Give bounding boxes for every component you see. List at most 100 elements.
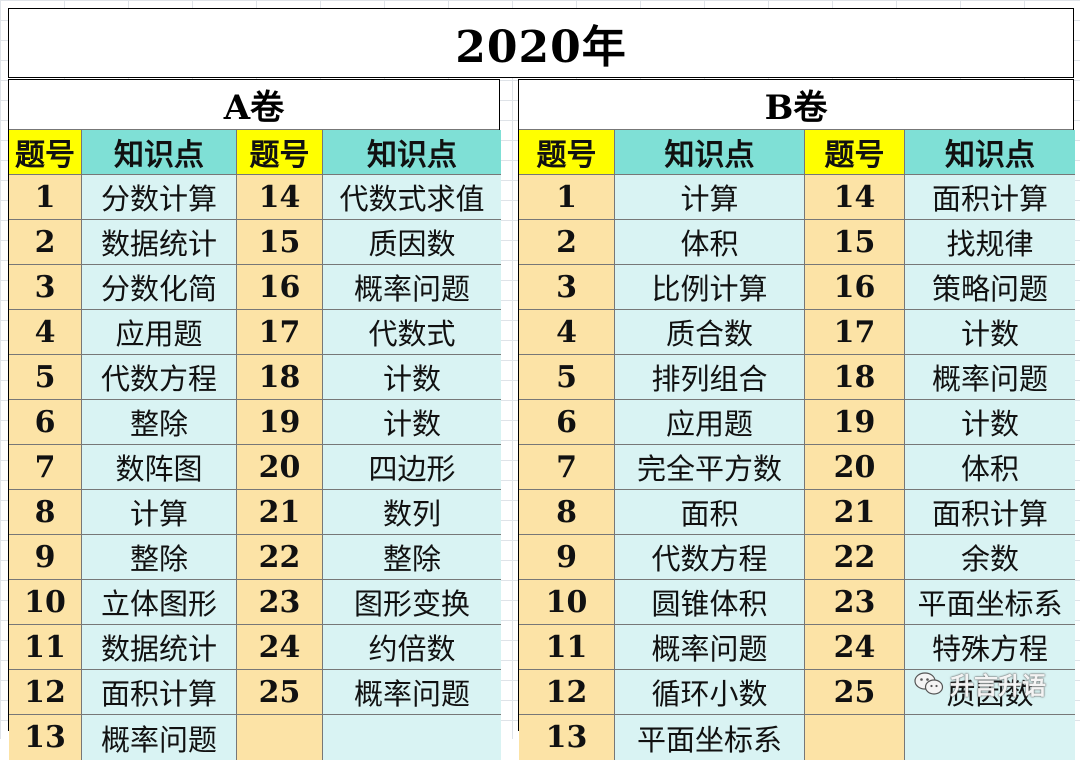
knowledge-point: 代数式求值	[323, 175, 501, 220]
panel-a: A卷 题号 知识点 题号 知识点 1 分数计算 14 代数式求值 2 数据统计 15 质因数 3 分数化简…	[8, 79, 501, 760]
knowledge-point: 数据统计	[82, 625, 237, 670]
knowledge-point: 立体图形	[82, 580, 237, 625]
knowledge-point: 代数方程	[615, 535, 805, 580]
question-number: 21	[237, 490, 323, 535]
question-number: 24	[237, 625, 323, 670]
watermark: 升言升语	[914, 666, 1046, 701]
header-question-number: 题号	[9, 130, 82, 175]
question-number: 8	[519, 490, 615, 535]
header-knowledge-point: 知识点	[905, 130, 1075, 175]
question-number: 19	[805, 400, 905, 445]
knowledge-point: 概率问题	[905, 355, 1075, 400]
question-number	[237, 715, 323, 760]
question-number: 3	[519, 265, 615, 310]
page-title: 2020年	[8, 8, 1074, 78]
question-number: 1	[9, 175, 82, 220]
question-number: 11	[9, 625, 82, 670]
knowledge-point: 面积计算	[905, 490, 1075, 535]
question-number: 21	[805, 490, 905, 535]
knowledge-point	[905, 715, 1075, 760]
knowledge-point: 质因数	[323, 220, 501, 265]
knowledge-point: 约倍数	[323, 625, 501, 670]
question-number: 16	[237, 265, 323, 310]
question-number: 7	[519, 445, 615, 490]
knowledge-point	[323, 715, 501, 760]
knowledge-point: 计算	[82, 490, 237, 535]
panel-a-title: A卷	[9, 80, 499, 130]
question-number: 6	[9, 400, 82, 445]
knowledge-point: 计数	[323, 355, 501, 400]
header-question-number: 题号	[237, 130, 323, 175]
question-number: 18	[237, 355, 323, 400]
question-number: 4	[9, 310, 82, 355]
knowledge-point: 特殊方程	[905, 625, 1075, 670]
question-number: 12	[9, 670, 82, 715]
knowledge-point: 平面坐标系	[615, 715, 805, 760]
knowledge-point: 策略问题	[905, 265, 1075, 310]
knowledge-point: 排列组合	[615, 355, 805, 400]
question-number: 22	[237, 535, 323, 580]
header-question-number: 题号	[519, 130, 615, 175]
knowledge-point: 应用题	[82, 310, 237, 355]
knowledge-point: 数阵图	[82, 445, 237, 490]
knowledge-point: 应用题	[615, 400, 805, 445]
question-number: 9	[519, 535, 615, 580]
question-number: 24	[805, 625, 905, 670]
question-number: 7	[9, 445, 82, 490]
question-number: 1	[519, 175, 615, 220]
knowledge-point: 比例计算	[615, 265, 805, 310]
question-number: 14	[805, 175, 905, 220]
question-number: 25	[805, 670, 905, 715]
knowledge-point: 面积计算	[905, 175, 1075, 220]
question-number: 11	[519, 625, 615, 670]
question-number: 17	[237, 310, 323, 355]
header-knowledge-point: 知识点	[615, 130, 805, 175]
knowledge-point: 代数方程	[82, 355, 237, 400]
knowledge-point: 找规律	[905, 220, 1075, 265]
question-number: 19	[237, 400, 323, 445]
question-number: 15	[237, 220, 323, 265]
question-number: 13	[9, 715, 82, 760]
wechat-icon	[914, 671, 944, 695]
knowledge-point: 平面坐标系	[905, 580, 1075, 625]
question-number: 22	[805, 535, 905, 580]
knowledge-point: 循环小数	[615, 670, 805, 715]
question-number: 8	[9, 490, 82, 535]
knowledge-point: 概率问题	[82, 715, 237, 760]
question-number: 23	[805, 580, 905, 625]
question-number: 12	[519, 670, 615, 715]
question-number: 17	[805, 310, 905, 355]
knowledge-point: 图形变换	[323, 580, 501, 625]
knowledge-point: 质合数	[615, 310, 805, 355]
watermark-text: 升言升语	[950, 672, 1046, 700]
knowledge-point: 余数	[905, 535, 1075, 580]
question-number: 5	[519, 355, 615, 400]
question-number: 6	[519, 400, 615, 445]
question-number: 10	[519, 580, 615, 625]
question-number: 5	[9, 355, 82, 400]
knowledge-point: 概率问题	[323, 670, 501, 715]
knowledge-point: 面积	[615, 490, 805, 535]
question-number	[805, 715, 905, 760]
knowledge-point: 完全平方数	[615, 445, 805, 490]
knowledge-point: 数列	[323, 490, 501, 535]
question-number: 2	[519, 220, 615, 265]
knowledge-point: 整除	[323, 535, 501, 580]
knowledge-point: 数据统计	[82, 220, 237, 265]
question-number: 15	[805, 220, 905, 265]
question-number: 14	[237, 175, 323, 220]
question-number: 3	[9, 265, 82, 310]
question-number: 10	[9, 580, 82, 625]
header-knowledge-point: 知识点	[82, 130, 237, 175]
question-number: 25	[237, 670, 323, 715]
knowledge-point: 计数	[905, 310, 1075, 355]
knowledge-point: 计算	[615, 175, 805, 220]
knowledge-point: 计数	[905, 400, 1075, 445]
knowledge-point: 圆锥体积	[615, 580, 805, 625]
header-knowledge-point: 知识点	[323, 130, 501, 175]
panel-b-table: 题号 知识点 题号 知识点 1 计算 14 面积计算 2 体积 15 找规律 3 比例计算 16 策略问题 4 质…	[519, 130, 1075, 760]
question-number: 20	[237, 445, 323, 490]
knowledge-point: 整除	[82, 400, 237, 445]
knowledge-point: 概率问题	[323, 265, 501, 310]
knowledge-point: 体积	[905, 445, 1075, 490]
